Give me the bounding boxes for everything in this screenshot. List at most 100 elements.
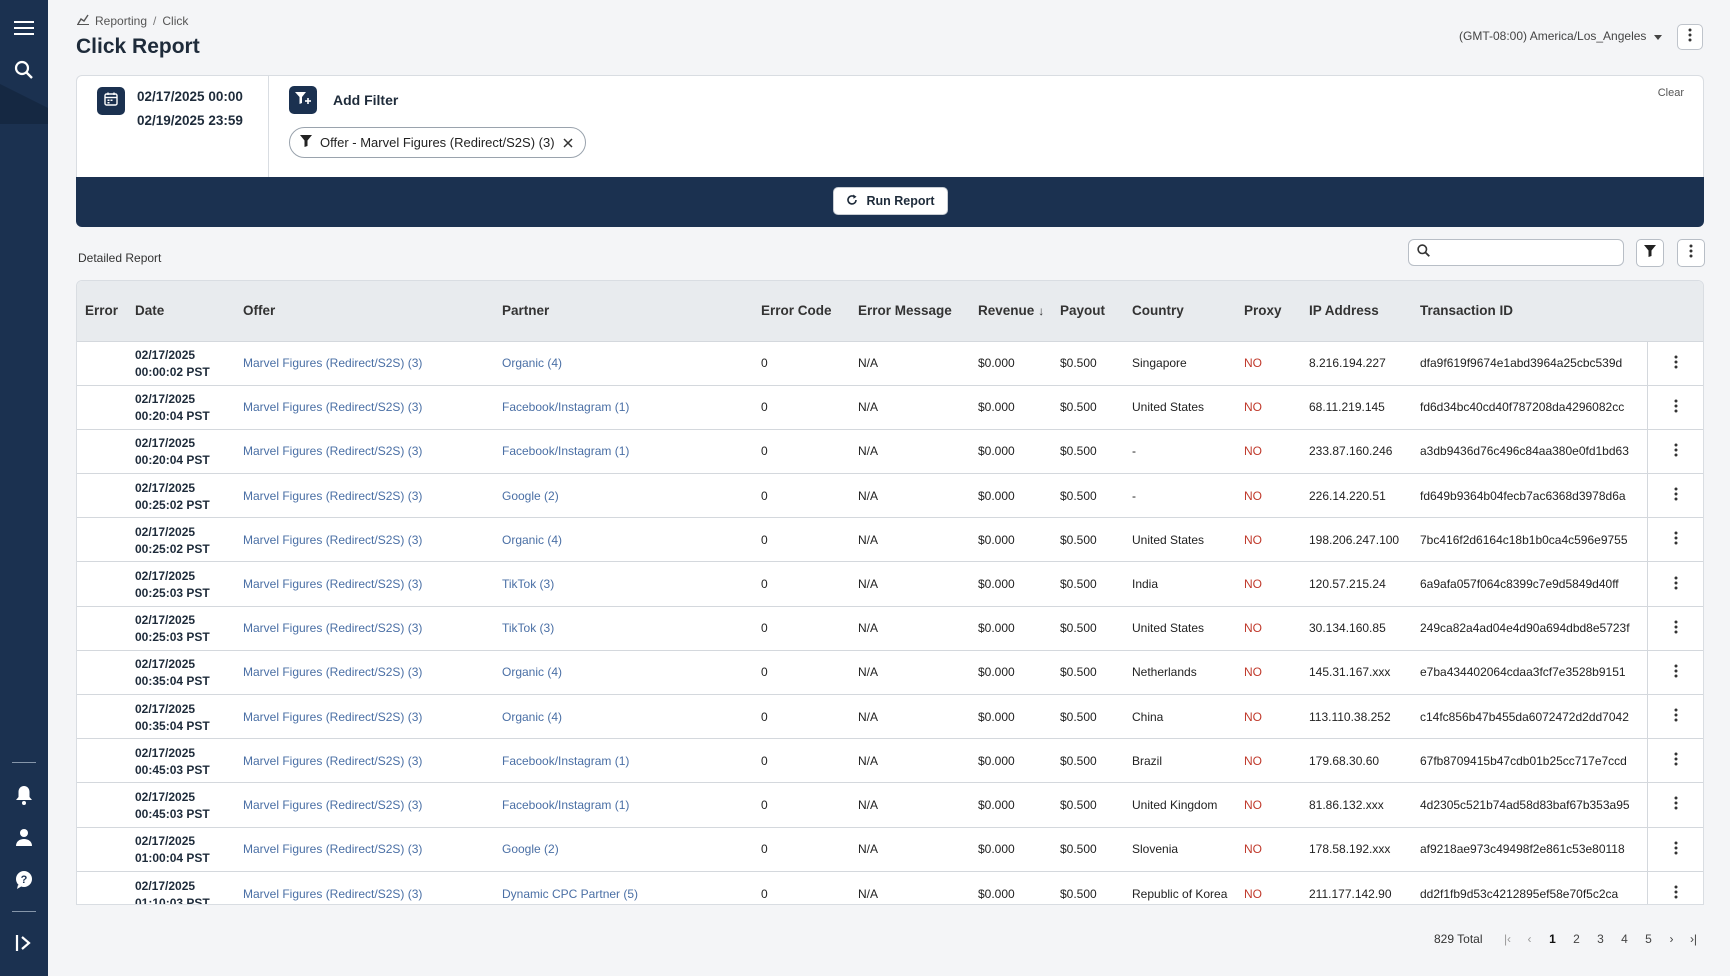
page-4[interactable]: 4 [1621,932,1628,946]
calendar-button[interactable] [97,87,125,115]
table-row[interactable]: 02/17/2025 00:00:02 PST Marvel Figures (Re… [77,341,1703,386]
row-menu-button[interactable] [1646,694,1703,739]
help-icon[interactable]: ? [12,868,36,892]
partner-link[interactable]: Organic (4) [502,665,563,680]
offer-link[interactable]: Marvel Figures (Redirect/S2S) (3) [243,621,423,636]
row-menu-button[interactable] [1646,385,1703,430]
offer-link[interactable]: Marvel Figures (Redirect/S2S) (3) [243,356,423,371]
page-more-button[interactable] [1677,24,1703,50]
page-2[interactable]: 2 [1573,932,1580,946]
table-filter-button[interactable] [1636,239,1664,267]
offer-link[interactable]: Marvel Figures (Redirect/S2S) (3) [243,753,423,768]
partner-link[interactable]: Organic (4) [502,709,563,724]
row-menu-button[interactable] [1646,606,1703,651]
table-row[interactable]: 02/17/2025 00:25:03 PST Marvel Figures (Re… [77,606,1703,651]
offer-link[interactable]: Marvel Figures (Redirect/S2S) (3) [243,665,423,680]
partner-link[interactable]: TikTok (3) [502,577,555,592]
offer-link[interactable]: Marvel Figures (Redirect/S2S) (3) [243,797,423,812]
column-header-partner[interactable]: Partner [502,303,550,319]
run-report-button[interactable]: Run Report [833,187,948,215]
clear-filters-link[interactable]: Clear [1657,87,1684,99]
cell-ip-address: 68.11.219.145 [1309,400,1385,415]
partner-link[interactable]: Dynamic CPC Partner (5) [502,886,639,901]
page-3[interactable]: 3 [1597,932,1604,946]
column-header-error-code[interactable]: Error Code [761,303,832,319]
bell-icon[interactable] [12,783,36,807]
offer-link[interactable]: Marvel Figures (Redirect/S2S) (3) [243,886,423,901]
table-more-button[interactable] [1677,239,1705,267]
add-filter-button[interactable] [289,86,317,114]
last-page-icon[interactable]: ›| [1689,932,1698,946]
offer-link[interactable]: Marvel Figures (Redirect/S2S) (3) [243,577,423,592]
partner-link[interactable]: Facebook/Instagram (1) [502,444,630,459]
table-row[interactable]: 02/17/2025 00:45:03 PST Marvel Figures (Re… [77,782,1703,828]
row-menu-button[interactable] [1646,473,1703,518]
hamburger-menu-icon[interactable] [12,16,36,40]
svg-text:?: ? [21,874,28,886]
partner-link[interactable]: Google (2) [502,842,559,857]
table-row[interactable]: 02/17/2025 00:20:04 PST Marvel Figures (Re… [77,429,1703,474]
cell-error-message: N/A [858,400,879,415]
offer-link[interactable]: Marvel Figures (Redirect/S2S) (3) [243,532,423,547]
table-row[interactable]: 02/17/2025 00:25:02 PST Marvel Figures (Re… [77,473,1703,518]
offer-link[interactable]: Marvel Figures (Redirect/S2S) (3) [243,444,423,459]
table-row[interactable]: 02/17/2025 01:00:04 PST Marvel Figures (Re… [77,827,1703,872]
row-menu-button[interactable] [1646,650,1703,695]
offer-link[interactable]: Marvel Figures (Redirect/S2S) (3) [243,842,423,857]
expand-sidebar-icon[interactable] [12,931,36,955]
table-row[interactable]: 02/17/2025 00:35:04 PST Marvel Figures (Re… [77,650,1703,695]
table-search[interactable] [1408,239,1624,266]
table-row[interactable]: 02/17/2025 00:45:03 PST Marvel Figures (Re… [77,738,1703,783]
date-range[interactable]: 02/17/2025 00:00 02/19/2025 23:59 [77,76,269,179]
column-header-proxy[interactable]: Proxy [1244,303,1282,319]
partner-link[interactable]: Facebook/Instagram (1) [502,753,630,768]
page-5[interactable]: 5 [1645,932,1652,946]
cell-revenue: $0.000 [978,621,1015,636]
table-row[interactable]: 02/17/2025 01:10:03 PST Marvel Figures (Re… [77,871,1703,904]
offer-link[interactable]: Marvel Figures (Redirect/S2S) (3) [243,400,423,415]
row-menu-button[interactable] [1646,561,1703,607]
cell-ip-address: 226.14.220.51 [1309,488,1386,503]
column-header-error-message[interactable]: Error Message [858,303,952,319]
user-icon[interactable] [12,825,36,849]
timezone-select[interactable]: (GMT-08:00) America/Los_Angeles [1459,29,1663,43]
search-input[interactable] [1436,242,1616,263]
first-page-icon[interactable]: |‹ [1503,932,1512,946]
table-row[interactable]: 02/17/2025 00:25:03 PST Marvel Figures (Re… [77,561,1703,607]
prev-page-icon[interactable]: ‹ [1527,932,1532,946]
column-header-offer[interactable]: Offer [243,303,276,319]
cell-country: Slovenia [1132,842,1179,857]
table-row[interactable]: 02/17/2025 00:20:04 PST Marvel Figures (Re… [77,385,1703,430]
page-1[interactable]: 1 [1549,932,1556,946]
row-menu-button[interactable] [1646,429,1703,474]
partner-link[interactable]: Organic (4) [502,532,563,547]
table-row[interactable]: 02/17/2025 00:25:02 PST Marvel Figures (Re… [77,517,1703,562]
close-icon[interactable] [563,137,573,148]
search-icon[interactable] [12,58,36,82]
partner-link[interactable]: Organic (4) [502,356,563,371]
column-header-revenue[interactable]: Revenue ↓ [970,281,1052,341]
breadcrumb-reporting[interactable]: Reporting [95,14,148,28]
row-menu-button[interactable] [1646,827,1703,872]
row-menu-button[interactable] [1646,738,1703,783]
next-page-icon[interactable]: › [1669,932,1674,946]
column-header-date[interactable]: Date [135,303,165,319]
row-menu-button[interactable] [1646,517,1703,562]
row-menu-button[interactable] [1646,871,1703,904]
partner-link[interactable]: TikTok (3) [502,621,555,636]
column-header-country[interactable]: Country [1132,303,1184,319]
row-menu-button[interactable] [1646,341,1703,386]
column-header-error[interactable]: Error [85,303,119,319]
partner-link[interactable]: Google (2) [502,488,559,503]
column-header-ip-address[interactable]: IP Address [1309,303,1379,319]
add-filter-label[interactable]: Add Filter [333,92,399,108]
filter-chip[interactable]: Offer - Marvel Figures (Redirect/S2S) (3… [289,127,586,158]
offer-link[interactable]: Marvel Figures (Redirect/S2S) (3) [243,488,423,503]
offer-link[interactable]: Marvel Figures (Redirect/S2S) (3) [243,709,423,724]
row-menu-button[interactable] [1646,782,1703,828]
column-header-payout[interactable]: Payout [1060,303,1106,319]
column-header-transaction-id[interactable]: Transaction ID [1420,303,1514,319]
partner-link[interactable]: Facebook/Instagram (1) [502,797,630,812]
partner-link[interactable]: Facebook/Instagram (1) [502,400,630,415]
table-row[interactable]: 02/17/2025 00:35:04 PST Marvel Figures (Re… [77,694,1703,739]
